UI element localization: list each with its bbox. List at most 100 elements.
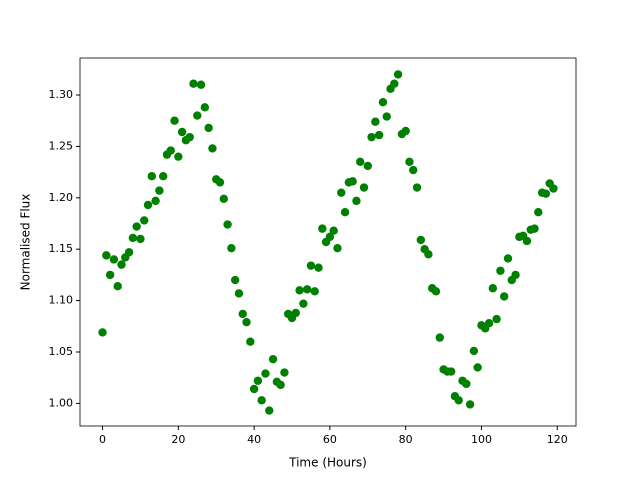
y-tick-label: 1.00 xyxy=(49,396,74,409)
point xyxy=(382,112,391,121)
point xyxy=(261,369,270,378)
point xyxy=(196,80,206,89)
point xyxy=(310,287,319,296)
point xyxy=(333,243,342,253)
point xyxy=(143,200,153,210)
point xyxy=(496,266,505,275)
point xyxy=(401,126,410,136)
x-tick-label: 100 xyxy=(471,433,492,446)
y-tick-label: 1.15 xyxy=(49,242,74,255)
point xyxy=(340,207,350,217)
point xyxy=(424,250,433,259)
point xyxy=(246,337,255,346)
point xyxy=(140,216,149,225)
point xyxy=(185,132,194,142)
point xyxy=(378,98,388,107)
point xyxy=(522,236,532,246)
y-axis-label: Normalised Flux xyxy=(19,194,33,291)
point xyxy=(242,317,251,327)
point xyxy=(276,380,285,390)
x-tick-label: 0 xyxy=(99,433,106,446)
point xyxy=(295,286,304,295)
point xyxy=(416,235,426,245)
point xyxy=(302,285,312,294)
point xyxy=(219,194,228,204)
point xyxy=(265,406,274,415)
point xyxy=(158,172,168,181)
point xyxy=(454,396,463,405)
point xyxy=(268,354,278,364)
point xyxy=(204,123,213,133)
point xyxy=(431,287,441,296)
point xyxy=(499,292,509,301)
point xyxy=(151,196,160,206)
point xyxy=(465,400,475,409)
point xyxy=(155,186,164,195)
point xyxy=(363,161,372,171)
point xyxy=(299,299,308,308)
point xyxy=(105,270,115,280)
point xyxy=(367,132,376,142)
point xyxy=(215,178,225,187)
point xyxy=(306,261,316,270)
point xyxy=(359,183,369,192)
point xyxy=(371,117,380,126)
point xyxy=(390,79,399,88)
point xyxy=(132,222,141,231)
point xyxy=(314,263,323,272)
point xyxy=(405,157,414,167)
y-tick-label: 1.25 xyxy=(49,139,74,152)
point xyxy=(318,224,327,233)
point xyxy=(503,254,513,263)
point xyxy=(356,157,365,167)
x-tick-label: 40 xyxy=(247,433,261,446)
point xyxy=(337,188,346,197)
point xyxy=(329,226,338,235)
y-tick-label: 1.20 xyxy=(49,191,74,204)
point xyxy=(280,368,289,377)
point xyxy=(128,233,138,243)
point xyxy=(257,396,266,405)
point xyxy=(446,367,456,376)
point xyxy=(234,289,244,298)
y-tick-label: 1.10 xyxy=(49,294,74,307)
point xyxy=(238,309,247,319)
point xyxy=(393,70,403,79)
point xyxy=(534,207,543,217)
point xyxy=(170,116,179,125)
point xyxy=(435,333,444,342)
x-tick-label: 80 xyxy=(399,433,413,446)
point xyxy=(412,183,422,192)
point xyxy=(124,248,134,257)
point xyxy=(462,379,471,389)
point xyxy=(492,314,501,324)
point xyxy=(549,184,558,193)
point xyxy=(102,251,111,260)
x-tick-label: 120 xyxy=(547,433,568,446)
point xyxy=(473,363,482,372)
x-axis-label: Time (Hours) xyxy=(288,456,367,470)
point xyxy=(147,172,157,181)
point xyxy=(117,260,126,269)
point xyxy=(511,270,520,280)
point xyxy=(200,103,210,112)
point xyxy=(177,127,187,137)
point xyxy=(98,328,107,337)
point xyxy=(325,232,335,242)
point xyxy=(374,130,384,140)
point xyxy=(230,275,240,285)
point xyxy=(488,284,498,293)
point xyxy=(469,346,479,356)
y-tick-label: 1.05 xyxy=(49,345,74,358)
point xyxy=(223,220,232,229)
point xyxy=(208,144,217,153)
point xyxy=(253,376,263,385)
point xyxy=(189,79,198,88)
point xyxy=(541,189,551,198)
point xyxy=(193,111,202,120)
point xyxy=(249,384,259,394)
point xyxy=(352,196,361,206)
y-tick-label: 1.30 xyxy=(49,88,74,101)
